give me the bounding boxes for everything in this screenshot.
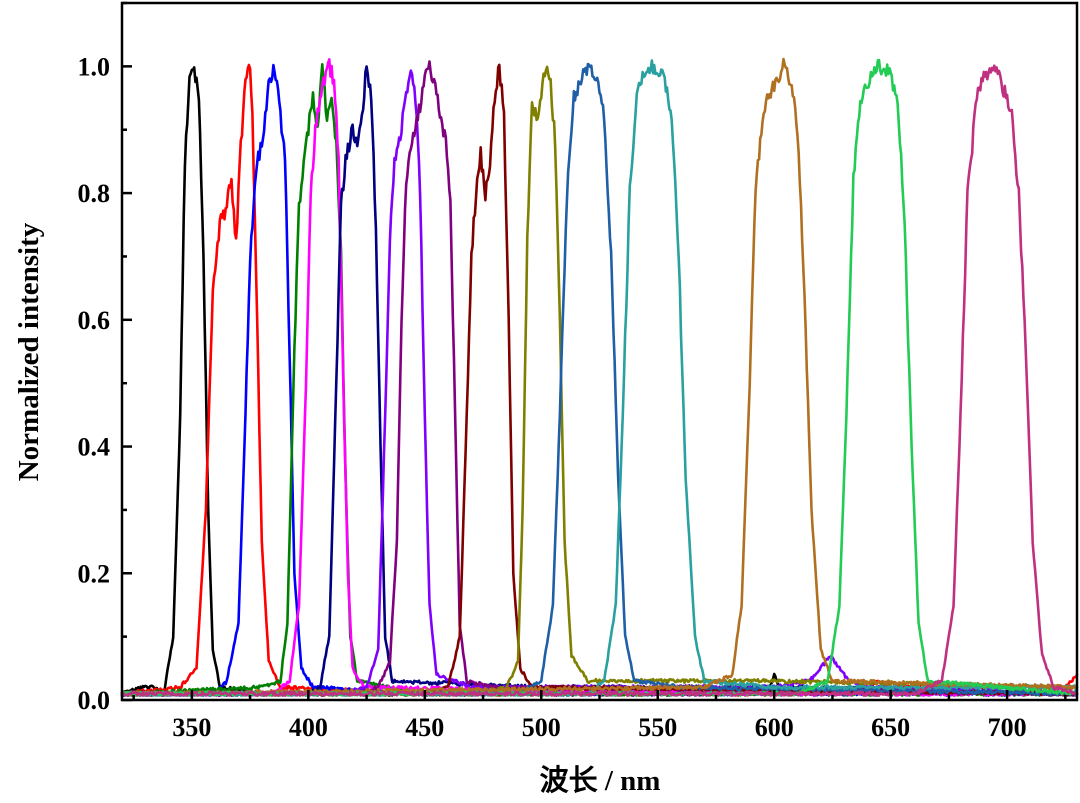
x-tick-label: 500 [522, 713, 561, 742]
y-tick-label: 1.0 [78, 52, 111, 81]
x-tick-label: 650 [871, 713, 910, 742]
y-tick-label: 0.2 [78, 559, 111, 588]
x-tick-label: 600 [755, 713, 794, 742]
series-layer [120, 57, 1079, 697]
x-tick-label: 450 [405, 713, 444, 742]
y-tick-label: 0.0 [78, 686, 111, 715]
x-tick-label: 400 [289, 713, 328, 742]
x-tick-label: 550 [638, 713, 677, 742]
y-tick-label: 0.6 [78, 306, 111, 335]
spectrum-line [120, 63, 1079, 697]
x-tick-label: 700 [988, 713, 1027, 742]
y-axis-title: Normalized intensity [13, 222, 45, 481]
y-tick-label: 0.8 [78, 179, 111, 208]
x-tick-label: 350 [172, 713, 211, 742]
x-axis-title: 波长 / nm [540, 764, 661, 797]
y-tick-label: 0.4 [78, 433, 111, 462]
spectrum-line [120, 64, 1079, 697]
plot-frame [120, 1, 1079, 702]
axis-layer: 350 400 450 500 550 600 650 700 0.0 0.2 0.4 0.6 0.8 1… [78, 1, 1067, 742]
